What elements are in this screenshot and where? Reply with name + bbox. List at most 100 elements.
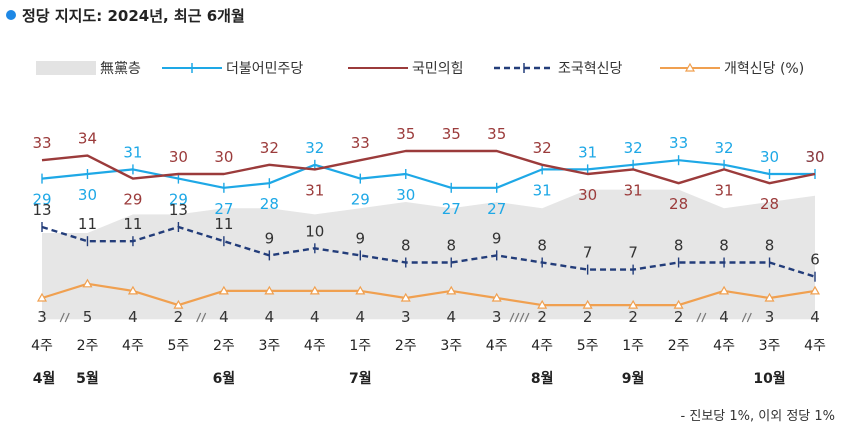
series-lines-layer — [36, 149, 821, 309]
break-stroke — [509, 312, 515, 323]
data-label: 9 — [265, 229, 275, 247]
data-label: 30 — [805, 148, 824, 166]
data-label: 31 — [715, 181, 734, 199]
series-3 — [41, 222, 816, 282]
break-stroke — [64, 312, 70, 323]
data-label: 13 — [32, 201, 51, 219]
break-stroke — [524, 312, 530, 323]
data-label: 32 — [715, 139, 734, 157]
data-label: 35 — [396, 125, 415, 143]
data-point — [764, 292, 775, 302]
week-tick-label: 4주 — [804, 338, 826, 354]
data-label: 28 — [669, 195, 688, 213]
week-tick-label: 3주 — [258, 338, 280, 354]
data-label: 11 — [123, 215, 142, 233]
break-stroke — [196, 312, 202, 323]
data-label: 8 — [401, 237, 411, 255]
data-label: 31 — [533, 181, 552, 199]
series-line — [41, 282, 816, 307]
data-label: 31 — [624, 181, 643, 199]
week-tick-label: 4주 — [486, 338, 508, 354]
data-label: 27 — [487, 200, 506, 218]
week-tick-label: 3주 — [759, 338, 781, 354]
data-label: 5 — [83, 308, 93, 326]
data-point — [127, 285, 138, 295]
month-label: 4월 — [33, 370, 56, 387]
legend-item-2: 더불어민주당 — [162, 61, 303, 77]
data-label: 29 — [351, 191, 370, 209]
week-tick-label: 4주 — [531, 338, 553, 354]
data-point — [264, 285, 275, 295]
month-label: 5월 — [76, 370, 99, 387]
independent-area — [42, 189, 815, 320]
data-label: 33 — [32, 134, 51, 152]
break-stroke — [701, 312, 707, 323]
data-label: 30 — [214, 148, 233, 166]
axis-break-mark — [59, 312, 70, 323]
data-label: 30 — [578, 186, 597, 204]
legend-item-4: 조국혁신당 — [494, 61, 623, 77]
chart-title: 정당 지지도: 2024년, 최근 6개월 — [22, 6, 245, 25]
data-label: 4 — [265, 308, 275, 326]
data-label: 32 — [305, 139, 324, 157]
data-label: 32 — [260, 139, 279, 157]
legend-label: 국민의힘 — [412, 61, 464, 77]
data-point — [719, 285, 730, 295]
data-point — [809, 285, 821, 295]
data-label: 9 — [492, 229, 502, 247]
week-tick-label: 4주 — [31, 338, 53, 354]
axis-break-mark — [741, 312, 752, 323]
series-2 — [41, 149, 816, 185]
legend-label: 개혁신당 (%) — [724, 61, 804, 77]
data-label: 27 — [214, 200, 233, 218]
week-tick-label: 4주 — [122, 338, 144, 354]
data-label: 32 — [624, 139, 643, 157]
independent-area-layer — [42, 189, 815, 320]
legend-item-1: 無黨층 — [36, 61, 141, 77]
data-label: 11 — [214, 215, 233, 233]
data-label: 31 — [578, 143, 597, 161]
week-tick-label: 4주 — [713, 338, 735, 354]
data-label: 4 — [719, 308, 729, 326]
data-label: 31 — [305, 181, 324, 199]
legend-item-3: 국민의힘 — [348, 61, 464, 77]
data-label: 7 — [583, 244, 593, 262]
data-point — [628, 299, 639, 309]
axis-break-mark — [696, 312, 707, 323]
month-label: 10월 — [753, 370, 785, 387]
series-line — [41, 159, 815, 189]
legend-item-5: 개혁신당 (%) — [660, 61, 804, 77]
month-label: 8월 — [531, 370, 554, 387]
data-point — [36, 292, 48, 302]
data-label: 3 — [37, 308, 47, 326]
data-label: 2 — [537, 308, 547, 326]
data-label: 2 — [674, 308, 684, 326]
week-tick-label: 5주 — [168, 338, 190, 354]
break-stroke — [201, 312, 207, 323]
week-tick-label: 2주 — [395, 338, 417, 354]
data-point — [82, 278, 93, 288]
axis-break-mark — [196, 312, 207, 323]
data-label: 30 — [396, 186, 415, 204]
break-stroke — [741, 312, 747, 323]
week-tick-label: 5주 — [577, 338, 599, 354]
data-label: 4 — [446, 308, 456, 326]
break-stroke — [519, 312, 525, 323]
chart-header: 정당 지지도: 2024년, 최근 6개월 — [6, 4, 245, 26]
data-point — [309, 285, 320, 295]
data-label: 8 — [674, 237, 684, 255]
legend-marker — [684, 62, 696, 72]
month-label: 6월 — [213, 370, 236, 387]
data-point — [446, 285, 457, 295]
data-point — [218, 285, 229, 295]
data-label: 4 — [219, 308, 229, 326]
data-label: 6 — [810, 251, 820, 269]
legend-swatch-area — [36, 61, 96, 75]
data-point — [582, 299, 593, 309]
series-4 — [36, 278, 821, 309]
data-label: 33 — [351, 134, 370, 152]
data-label: 35 — [487, 125, 506, 143]
series-1 — [41, 155, 816, 193]
